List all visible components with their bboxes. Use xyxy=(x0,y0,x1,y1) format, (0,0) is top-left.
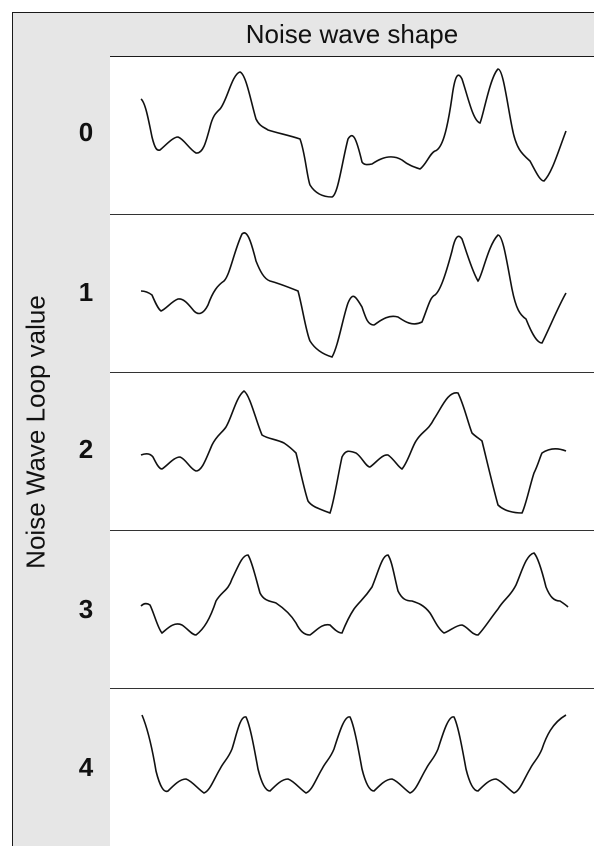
row-label-1: 1 xyxy=(78,277,94,307)
side-label-column xyxy=(12,12,110,846)
waveform-4 xyxy=(141,714,567,794)
row-axis-label: Noise Wave Loop value xyxy=(20,295,51,569)
waveform-2 xyxy=(140,390,567,515)
row-label-4: 4 xyxy=(78,752,94,782)
waveform-panel xyxy=(140,68,569,794)
column-header-title: Noise wave shape xyxy=(245,19,459,49)
waveform-3 xyxy=(140,552,569,636)
waveform-0 xyxy=(140,68,567,198)
row-label-3: 3 xyxy=(78,594,94,624)
row-label-2: 2 xyxy=(78,434,94,464)
waveform-1 xyxy=(140,232,567,358)
top-border xyxy=(12,12,110,13)
row-divider xyxy=(110,214,594,215)
column-header: Noise wave shape xyxy=(110,12,594,57)
row-divider xyxy=(110,530,594,531)
row-divider xyxy=(110,688,594,689)
row-label-0: 0 xyxy=(78,117,94,147)
row-divider xyxy=(110,372,594,373)
